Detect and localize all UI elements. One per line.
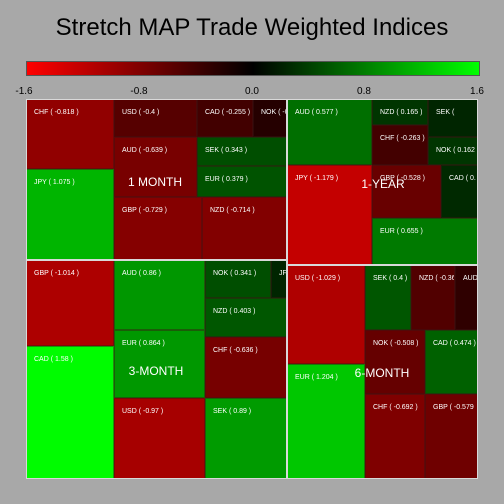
treemap-cell-label: USD ( -1.029 ) (295, 275, 341, 282)
treemap-cell-label: NOK ( 0.341 ) (213, 270, 257, 277)
treemap-cell-label: AUD (463, 275, 478, 282)
treemap-cell-sek[interactable]: SEK ( 0.89 ) (205, 398, 287, 479)
treemap-cell-cad[interactable]: CAD ( 1.58 ) (26, 346, 114, 479)
treemap-cell-sek[interactable]: SEK ( 0.343 ) (197, 137, 287, 166)
treemap-cell-jpy[interactable]: JF (271, 260, 287, 298)
treemap-cell-gbp[interactable]: GBP ( -0.579 (425, 394, 478, 479)
treemap-cell-nok[interactable]: NOK ( 0.162 ) (428, 137, 478, 165)
treemap-cell-label: EUR ( 0.379 ) (205, 176, 248, 183)
treemap-cell-label: AUD ( 0.577 ) (295, 109, 338, 116)
treemap-cell-jpy[interactable]: JPY ( 1.075 ) (26, 169, 114, 260)
treemap-cell-label: JPY ( 1.075 ) (34, 179, 75, 186)
treemap-cell-eur[interactable]: EUR ( 0.379 ) (197, 166, 287, 197)
color-scale-tick: 1.6 (470, 86, 484, 97)
treemap-cell-label: JPY ( -1.179 ) (295, 175, 339, 182)
treemap-cell-eur[interactable]: EUR ( 0.864 ) (114, 330, 205, 398)
treemap-cell-aud[interactable]: AUD ( 0.86 ) (114, 260, 205, 330)
treemap-cell-nok[interactable]: NOK ( 0.341 ) (205, 260, 271, 298)
treemap-cell-label: JF (279, 270, 287, 277)
treemap-cell-label: GBP ( -0.528 ) (380, 175, 426, 182)
treemap-cell-label: CHF ( -0.636 ) (213, 347, 258, 354)
treemap-panel-label: 3-MONTH (128, 364, 184, 378)
color-scale-tick: 0.0 (245, 86, 259, 97)
treemap: CHF ( -0.818 ) USD ( -0.4 ) CAD ( -0.255 )… (26, 99, 478, 479)
treemap-cell-cad[interactable]: CAD ( -0.255 ) (197, 99, 253, 137)
treemap-cell-chf[interactable]: CHF ( -0.263 ) (372, 125, 428, 165)
treemap-cell-label: AUD ( 0.86 ) (122, 270, 161, 277)
treemap-cell-gbp[interactable]: GBP ( -0.729 ) (114, 197, 202, 260)
color-scale-tick: -0.8 (130, 86, 148, 97)
treemap-cell-label: CAD ( -0.255 ) (205, 109, 251, 116)
treemap-cell-nzd[interactable]: NZD ( 0.165 ) (372, 99, 428, 125)
color-scale-bar (26, 61, 480, 76)
treemap-cell-eur[interactable]: EUR ( 0.655 ) (372, 218, 478, 265)
treemap-cell-cad[interactable]: CAD ( 0. (441, 165, 478, 218)
treemap-cell-aud[interactable]: AUD ( -0.639 ) (114, 137, 197, 197)
treemap-cell-chf[interactable]: CHF ( -0.818 ) (26, 99, 114, 169)
treemap-cell-label: SEK ( 0.343 ) (205, 147, 248, 154)
treemap-cell-label: NOK ( -0.508 ) (373, 340, 419, 347)
treemap-cell-nzd[interactable]: NZD ( 0.403 ) (205, 298, 287, 337)
treemap-cell-nzd[interactable]: NZD ( -0.714 ) (202, 197, 287, 260)
treemap-cell-cad[interactable]: CAD ( 0.474 ) (425, 330, 478, 394)
treemap-cell-aud[interactable]: AUD ( 0.577 ) (287, 99, 372, 165)
treemap-panel-label: 6-MONTH (354, 366, 410, 380)
treemap-cell-label: AUD ( -0.639 ) (122, 147, 168, 154)
treemap-cell-label: SEK ( 0.4 ) (373, 275, 408, 282)
treemap-cell-nok[interactable]: NOK ( -0.508 ) (365, 330, 425, 394)
treemap-cell-label: EUR ( 1.204 ) (295, 374, 338, 381)
treemap-cell-gbp[interactable]: GBP ( -0.528 ) (372, 165, 441, 218)
treemap-cell-usd[interactable]: USD ( -0.97 ) (114, 398, 205, 479)
treemap-cell-label: CAD ( 1.58 ) (34, 356, 73, 363)
chart-title: Stretch MAP Trade Weighted Indices (55, 14, 449, 41)
treemap-cell-nok[interactable]: NOK ( -0. (253, 99, 287, 137)
treemap-cell-label: NOK ( 0.162 ) (436, 147, 478, 154)
treemap-panel-label: 1 MONTH (128, 175, 182, 189)
treemap-cell-nzd[interactable]: NZD ( -0.36 (411, 265, 455, 330)
treemap-cell-label: CAD ( 0.474 ) (433, 340, 476, 347)
treemap-cell-jpy[interactable]: JPY ( -1.179 ) (287, 165, 372, 265)
treemap-cell-label: CAD ( 0. (449, 175, 476, 182)
treemap-cell-usd[interactable]: USD ( -1.029 ) (287, 265, 365, 364)
treemap-cell-label: NZD ( -0.36 (419, 275, 455, 282)
treemap-cell-label: NZD ( 0.403 ) (213, 308, 256, 315)
treemap-cell-label: GBP ( -0.729 ) (122, 207, 168, 214)
treemap-cell-eur[interactable]: EUR ( 1.204 ) (287, 364, 365, 479)
treemap-cell-label: GBP ( -0.579 (433, 404, 474, 411)
treemap-cell-label: EUR ( 0.655 ) (380, 228, 423, 235)
treemap-cell-label: USD ( -0.4 ) (122, 109, 160, 116)
color-scale-tick: -1.6 (15, 86, 33, 97)
treemap-cell-usd[interactable]: USD ( -0.4 ) (114, 99, 197, 137)
color-scale-tick: 0.8 (357, 86, 371, 97)
treemap-cell-label: SEK ( 0.89 ) (213, 408, 252, 415)
treemap-cell-label: NOK ( -0. (261, 109, 286, 116)
treemap-cell-label: CHF ( -0.818 ) (34, 109, 79, 116)
treemap-cell-label: NZD ( -0.714 ) (210, 207, 255, 214)
treemap-cell-label: CHF ( -0.263 ) (380, 135, 425, 142)
treemap-cell-aud[interactable]: AUD (455, 265, 478, 330)
treemap-cell-sek[interactable]: SEK ( 0.4 ) (365, 265, 411, 330)
treemap-cell-gbp[interactable]: GBP ( -1.014 ) (26, 260, 114, 346)
treemap-cell-sek[interactable]: SEK ( (428, 99, 478, 137)
treemap-cell-label: GBP ( -1.014 ) (34, 270, 80, 277)
treemap-cell-label: EUR ( 0.864 ) (122, 340, 165, 347)
treemap-cell-label: NZD ( 0.165 ) (380, 109, 423, 116)
treemap-cell-chf[interactable]: CHF ( -0.636 ) (205, 337, 287, 398)
treemap-panel-label: 1-YEAR (361, 177, 405, 191)
treemap-cell-chf[interactable]: CHF ( -0.692 ) (365, 394, 425, 479)
treemap-cell-label: CHF ( -0.692 ) (373, 404, 418, 411)
treemap-cell-label: USD ( -0.97 ) (122, 408, 164, 415)
treemap-cell-label: SEK ( (436, 109, 455, 116)
